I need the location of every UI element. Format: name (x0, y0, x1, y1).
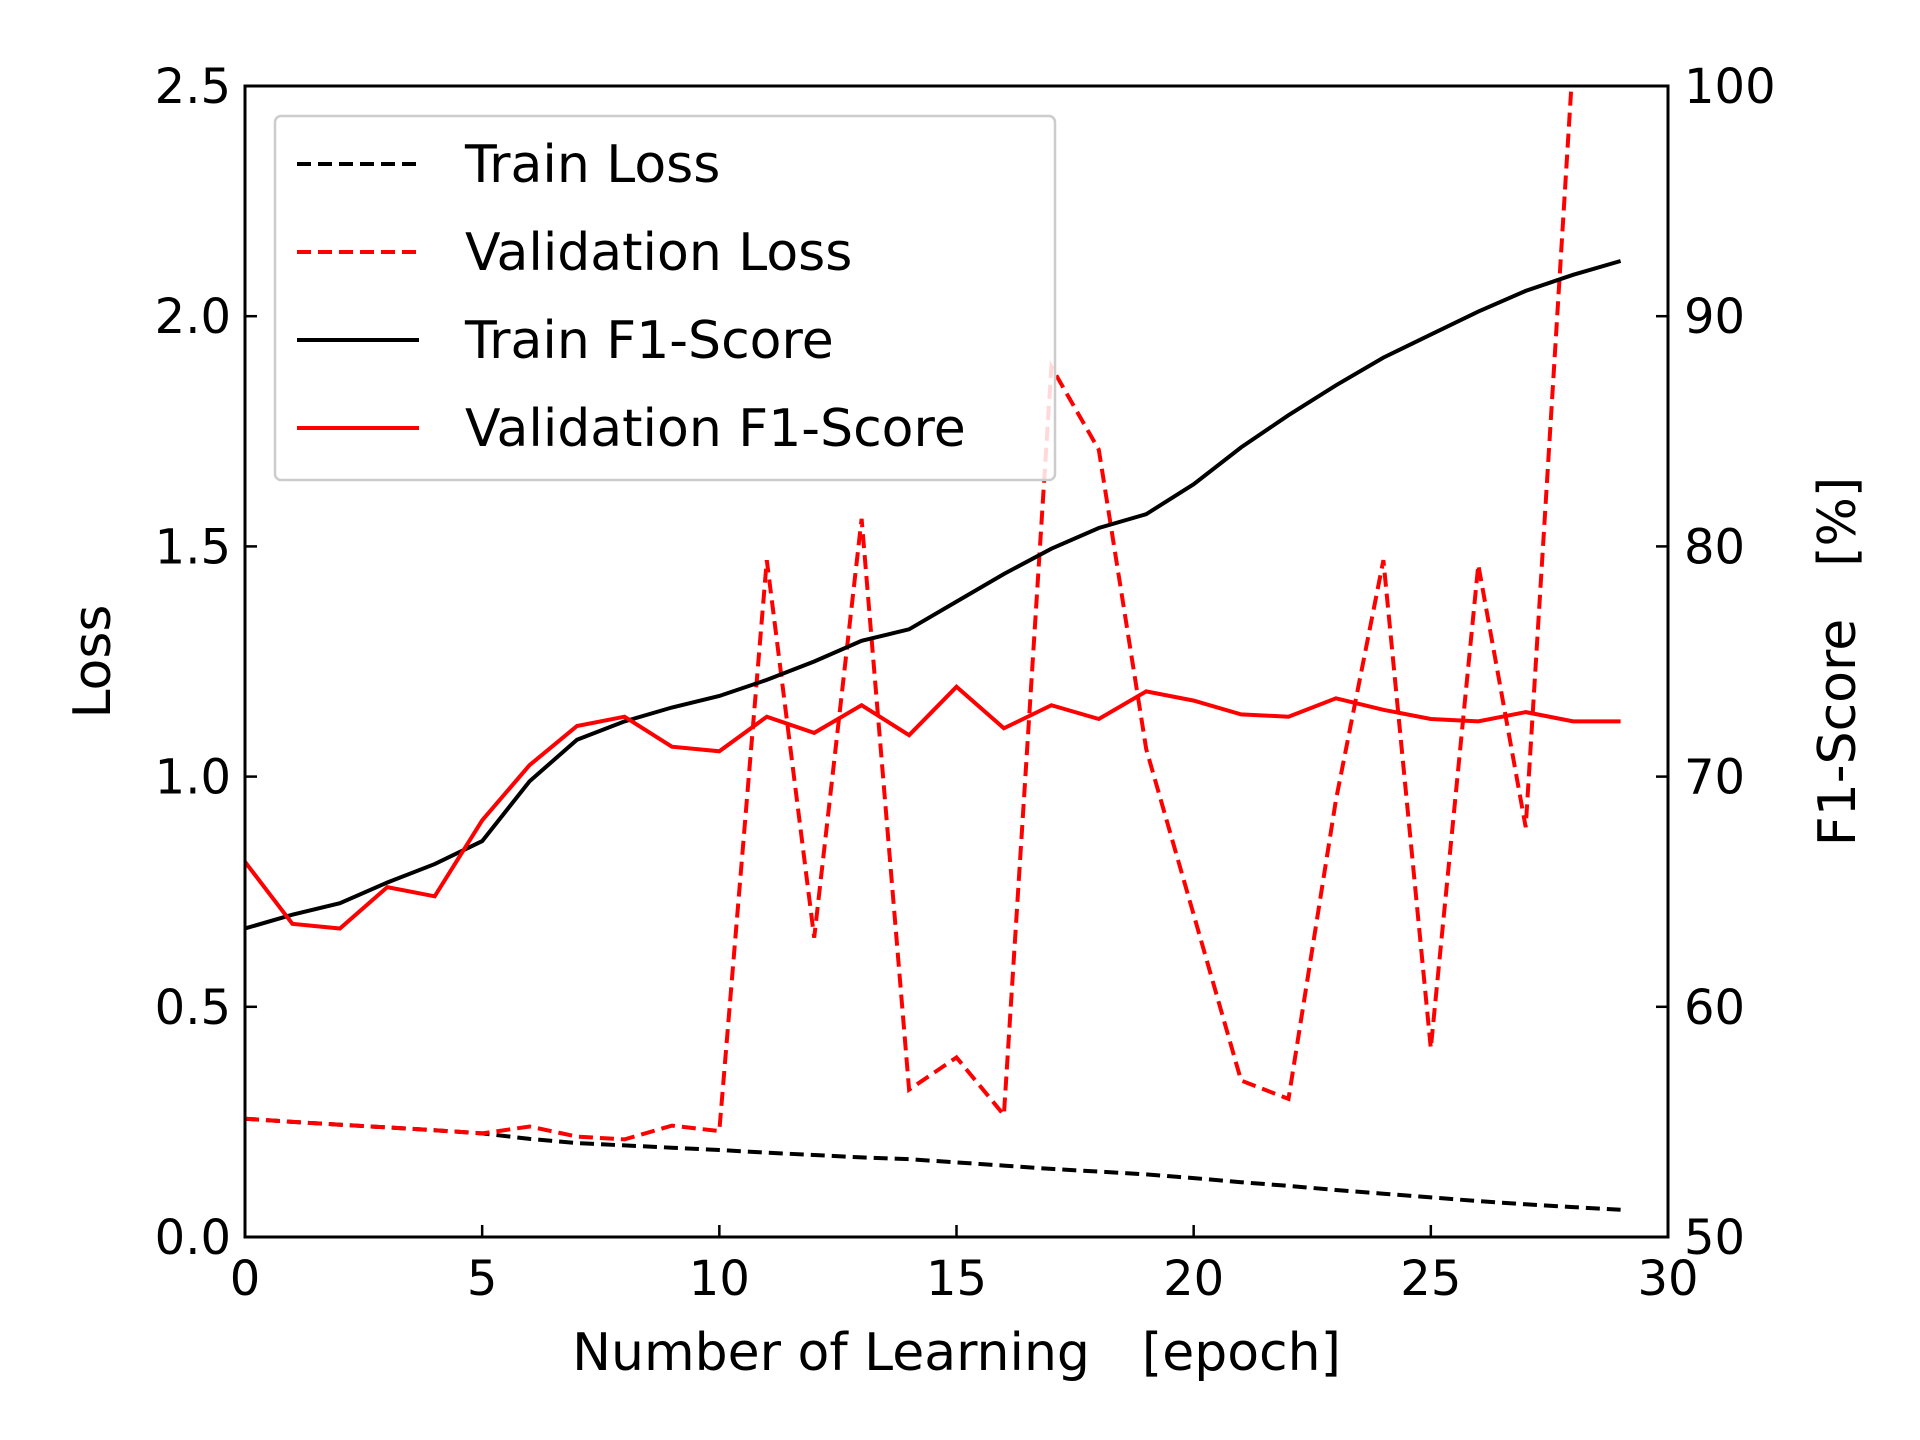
y-right-tick-label: 90 (1684, 289, 1745, 345)
y-left-tick-label: 2.5 (155, 59, 231, 115)
legend-label: Validation Loss (465, 223, 852, 283)
series-line-validation-f1-score (245, 684, 1621, 931)
y-left-tick-label: 0.5 (155, 980, 231, 1036)
legend-box (273, 114, 1057, 482)
series-line-train-f1-score (245, 259, 1622, 931)
legend-label: Train F1-Score (464, 311, 834, 371)
y-axis-left-label: Loss (63, 604, 123, 718)
x-tick-label: 0 (230, 1251, 261, 1307)
y-left-tick-label: 0.0 (155, 1210, 231, 1266)
x-axis-label: Number of Learning [epoch] (572, 1323, 1341, 1383)
y-right-tick-label: 80 (1684, 519, 1745, 575)
y-axis-right-label: F1-Score [%] (1808, 477, 1868, 846)
y-right-tick-label: 100 (1684, 59, 1776, 115)
series-line-validation-loss (245, 86, 1574, 1142)
legend-label: Train Loss (464, 135, 720, 195)
x-tick-label: 20 (1163, 1251, 1224, 1307)
y-left-tick-label: 1.0 (155, 750, 231, 806)
x-tick-label: 25 (1400, 1251, 1461, 1307)
y-left-tick-label: 1.5 (155, 519, 231, 575)
ticks-layer: 0 5 10 15 20 25 30 0.0 0.5 1.0 1.5 2.0 2.5 50 60 70 80 90… (155, 59, 1776, 1307)
x-tick-label: 15 (926, 1251, 987, 1307)
legend-label: Validation F1-Score (465, 399, 966, 459)
series-line-train-loss (245, 1116, 1621, 1212)
x-tick-label: 5 (467, 1251, 498, 1307)
x-tick-label: 10 (689, 1251, 750, 1307)
y-right-tick-label: 50 (1684, 1210, 1745, 1266)
x-tick-label: 30 (1637, 1251, 1698, 1307)
y-left-tick-label: 2.0 (155, 289, 231, 345)
series-layer (245, 86, 1622, 1212)
y-right-tick-label: 60 (1684, 980, 1745, 1036)
y-right-tick-label: 70 (1684, 750, 1745, 806)
legend: Train Loss Validation Loss Train F1-Score V… (273, 114, 1057, 482)
